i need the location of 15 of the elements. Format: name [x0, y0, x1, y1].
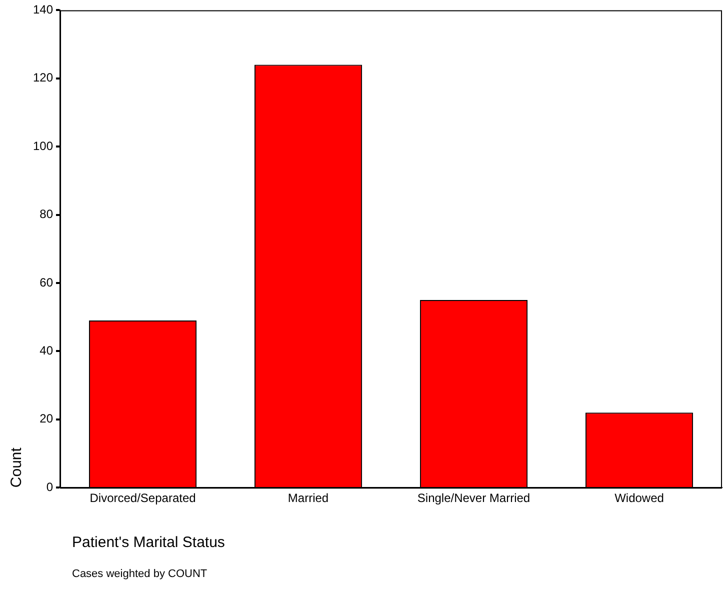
y-tick-label: 100: [32, 138, 54, 153]
y-tick-label: 20: [40, 412, 54, 426]
y-axis-title: Count: [8, 446, 26, 488]
y-tick-label: 140: [32, 2, 54, 17]
text: Cases weighted by COUNT: [72, 568, 208, 580]
x-tick-label: Divorced/Separated: [90, 491, 196, 506]
x-axis-title: Patient's Marital Status: [72, 534, 225, 551]
x-tick-label: Married: [288, 491, 329, 506]
y-tick-label: 60: [40, 275, 54, 290]
x-tick-label: Single/Never Married: [417, 491, 530, 506]
x-tick-label: Widowed: [614, 491, 664, 506]
y-tick-label: 0: [46, 480, 54, 494]
y-tick-label: 120: [32, 70, 54, 85]
y-tick-label: 80: [40, 207, 54, 222]
y-tick-label: 40: [40, 344, 54, 358]
